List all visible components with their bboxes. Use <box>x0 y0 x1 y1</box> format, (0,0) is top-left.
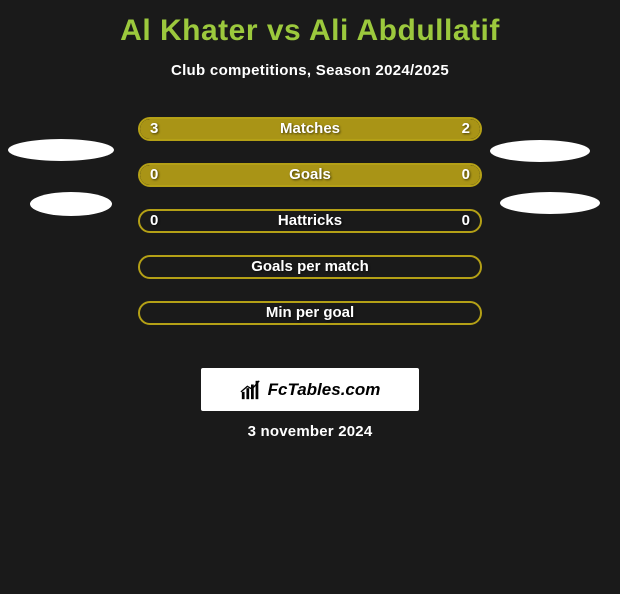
stat-row-goals-per-match: Goals per match <box>0 255 620 301</box>
value-right: 2 <box>462 120 470 137</box>
value-left: 3 <box>150 120 158 137</box>
bar-track <box>138 301 482 325</box>
player-left-dot-1 <box>8 139 114 161</box>
snapshot-date: 3 november 2024 <box>0 423 620 440</box>
bar-right-fill <box>344 119 480 139</box>
bar-left-fill <box>140 165 310 185</box>
bar-track <box>138 117 482 141</box>
player-left-dot-2 <box>30 192 112 216</box>
player-right-dot-1 <box>490 140 590 162</box>
page-subtitle: Club competitions, Season 2024/2025 <box>0 62 620 79</box>
brand-text: FcTables.com <box>268 380 381 400</box>
bar-left-fill <box>140 119 344 139</box>
source-badge: FcTables.com <box>201 368 419 411</box>
bar-track <box>138 255 482 279</box>
value-left: 0 <box>150 166 158 183</box>
bar-track <box>138 209 482 233</box>
page-title: Al Khater vs Ali Abdullatif <box>0 14 620 48</box>
bar-track <box>138 163 482 187</box>
value-left: 0 <box>150 212 158 229</box>
value-right: 0 <box>462 166 470 183</box>
player-right-dot-2 <box>500 192 600 214</box>
bar-chart-icon <box>240 379 262 401</box>
stat-row-hattricks: 0 0 Hattricks <box>0 209 620 255</box>
value-right: 0 <box>462 212 470 229</box>
bar-right-fill <box>310 165 480 185</box>
stat-row-min-per-goal: Min per goal <box>0 301 620 347</box>
